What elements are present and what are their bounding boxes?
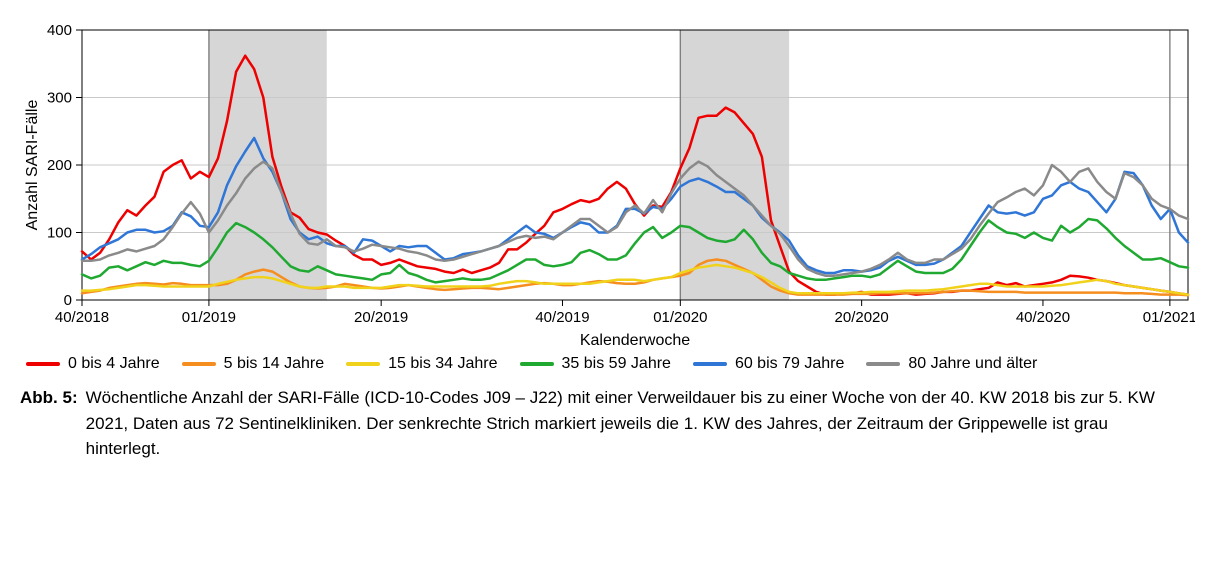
legend-label: 35 bis 59 Jahre (562, 355, 671, 373)
legend-label: 80 Jahre und älter (908, 355, 1037, 373)
svg-text:Anzahl SARI-Fälle: Anzahl SARI-Fälle (24, 100, 41, 231)
svg-text:100: 100 (47, 225, 72, 242)
legend-item: 80 Jahre und älter (866, 355, 1037, 373)
legend-swatch (346, 362, 380, 366)
svg-text:200: 200 (47, 157, 72, 174)
legend-item: 0 bis 4 Jahre (26, 355, 160, 373)
legend-swatch (866, 362, 900, 366)
chart-area: 0 100 200 300 400 40/2018 01/2019 20/2019 40/201… (20, 12, 1195, 347)
svg-text:01/2020: 01/2020 (653, 309, 707, 326)
svg-text:40/2019: 40/2019 (535, 309, 589, 326)
figure-caption: Abb. 5: Wöchentliche Anzahl der SARI-Fäl… (20, 385, 1180, 462)
svg-text:01/2021: 01/2021 (1143, 309, 1195, 326)
svg-text:300: 300 (47, 90, 72, 107)
legend-label: 5 bis 14 Jahre (224, 355, 325, 373)
svg-text:Kalenderwoche: Kalenderwoche (580, 332, 690, 347)
svg-text:400: 400 (47, 22, 72, 39)
legend-label: 15 bis 34 Jahre (388, 355, 497, 373)
figure-container: 0 100 200 300 400 40/2018 01/2019 20/2019 40/201… (0, 0, 1215, 586)
legend-item: 35 bis 59 Jahre (520, 355, 671, 373)
svg-text:40/2020: 40/2020 (1016, 309, 1070, 326)
legend-item: 5 bis 14 Jahre (182, 355, 325, 373)
legend-item: 60 bis 79 Jahre (693, 355, 844, 373)
legend-label: 0 bis 4 Jahre (68, 355, 160, 373)
svg-text:01/2019: 01/2019 (182, 309, 236, 326)
legend-swatch (182, 362, 216, 366)
figure-label: Abb. 5: (20, 385, 78, 462)
legend: 0 bis 4 Jahre 5 bis 14 Jahre 15 bis 34 Jah… (26, 355, 1195, 373)
svg-text:20/2019: 20/2019 (354, 309, 408, 326)
svg-text:0: 0 (64, 292, 72, 309)
legend-swatch (520, 362, 554, 366)
svg-text:20/2020: 20/2020 (835, 309, 889, 326)
figure-text: Wöchentliche Anzahl der SARI-Fälle (ICD-… (86, 385, 1180, 462)
svg-text:40/2018: 40/2018 (55, 309, 109, 326)
legend-swatch (693, 362, 727, 366)
legend-label: 60 bis 79 Jahre (735, 355, 844, 373)
legend-swatch (26, 362, 60, 366)
sari-line-chart: 0 100 200 300 400 40/2018 01/2019 20/2019 40/201… (20, 12, 1195, 347)
legend-item: 15 bis 34 Jahre (346, 355, 497, 373)
